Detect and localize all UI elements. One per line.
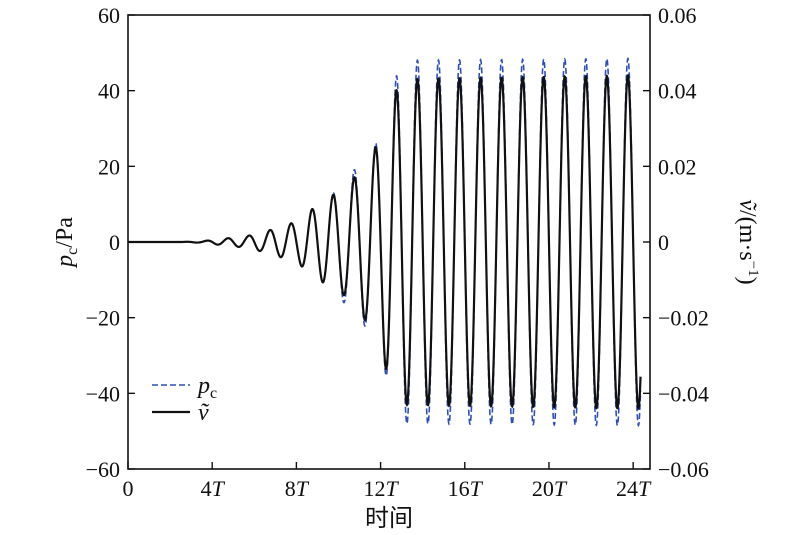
y-left-tick-label: −40 (86, 381, 120, 406)
y-right-tick-label: 0.06 (658, 3, 697, 28)
y-left-axis-title: pc/Pa (52, 217, 81, 269)
y-right-tick-label: −0.04 (658, 381, 709, 406)
legend-label: ṽ (198, 400, 210, 426)
series-layer (128, 57, 642, 427)
legend: pcṽ (152, 373, 217, 426)
x-tick-label: 24T (616, 476, 652, 501)
y-left-tick-label: 60 (98, 3, 120, 28)
x-tick-label: 0 (123, 476, 134, 501)
x-tick-label: 20T (532, 476, 568, 501)
y-right-tick-label: 0 (658, 230, 669, 255)
x-tick-label: 8T (285, 476, 310, 501)
y-right-tick-label: 0.02 (658, 154, 697, 179)
y-right-tick-label: −0.06 (658, 457, 709, 482)
y-right-axis-title: ṽ/(m·s−1) (734, 199, 761, 284)
series-line-v (128, 73, 642, 411)
y-right-tick-label: −0.02 (658, 306, 709, 331)
y-left-tick-label: 0 (109, 230, 120, 255)
ticks-layer (127, 14, 650, 470)
y-left-tick-label: 20 (98, 154, 120, 179)
x-tick-label: 4T (201, 476, 226, 501)
x-tick-label: 16T (448, 476, 484, 501)
labels-layer: 0 4T 8T 12T 16T 20T 24T 60 40 20 0 −20 −40 −60 0.06 0.0… (52, 3, 761, 532)
legend-label: pc (196, 373, 217, 402)
x-tick-label: 12T (363, 476, 399, 501)
y-left-tick-label: −60 (86, 457, 120, 482)
x-axis-title: 时间 (365, 505, 413, 532)
y-right-tick-label: 0.04 (658, 79, 697, 104)
y-left-tick-label: 40 (98, 79, 120, 104)
y-left-tick-label: −20 (86, 306, 120, 331)
